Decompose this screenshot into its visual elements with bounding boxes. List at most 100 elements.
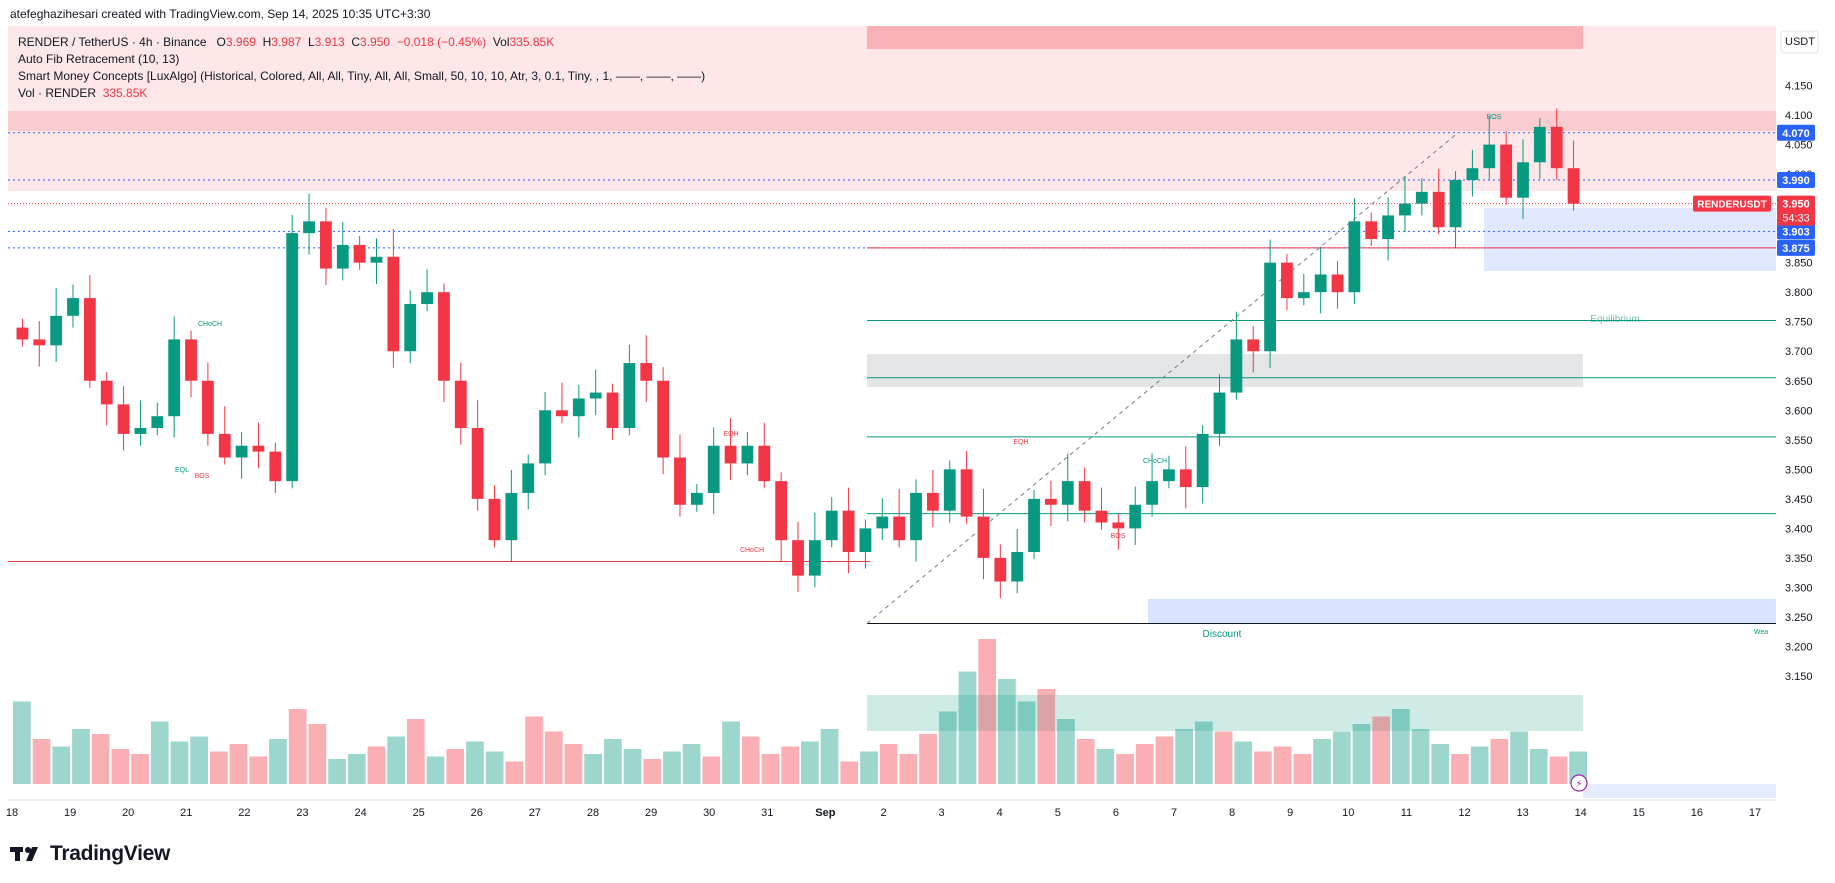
candle <box>522 463 535 493</box>
annotation-label: BOS <box>195 473 210 480</box>
x-tick-label: 14 <box>1575 807 1587 819</box>
legend-vol-name: Vol · RENDER <box>18 86 97 100</box>
volume-bar <box>899 754 918 784</box>
annotation-label: EQH <box>723 431 738 438</box>
x-tick-label: 22 <box>238 807 250 819</box>
volume-bar <box>958 671 977 784</box>
candle <box>117 404 130 434</box>
candle <box>825 510 838 541</box>
fib-trend-line <box>866 132 1459 624</box>
volume-bar <box>1332 731 1351 784</box>
legend-indicator-vol[interactable]: Vol · RENDER 335.85K <box>18 85 705 102</box>
legend-indicator-smc[interactable]: Smart Money Concepts [LuxAlgo] (Historic… <box>18 69 706 83</box>
volume-bar <box>485 751 504 784</box>
candle <box>690 492 703 505</box>
annotation-label: CHoCH <box>1143 458 1167 465</box>
candle <box>977 516 990 558</box>
price-chart[interactable]: CHoCH EQL BOS EQH CHoCH EQH BOS CHoCH BOS Equilib… <box>0 26 1835 826</box>
volume-bar <box>269 739 287 784</box>
volume-bar <box>702 756 721 784</box>
volume-bar <box>722 721 740 784</box>
candle <box>1264 262 1276 352</box>
currency-box[interactable] <box>1780 30 1819 54</box>
price-tag[interactable] <box>1777 223 1815 240</box>
candle <box>792 540 804 576</box>
chart-credit: atefeghazihesari created with TradingVie… <box>10 7 431 21</box>
candle <box>1163 469 1175 482</box>
candle <box>320 221 332 269</box>
annotation-label: Equilibrium <box>1590 314 1639 325</box>
annotation-label: BOS <box>1487 114 1502 121</box>
footer: TradingView <box>10 838 170 870</box>
lightning-icon[interactable] <box>1570 774 1588 792</box>
premium-zone <box>8 26 1776 191</box>
x-tick-label: 5 <box>1055 807 1061 819</box>
candle <box>1297 292 1310 299</box>
legend-symbol[interactable]: RENDER / TetherUS · 4h · Binance <box>18 35 207 49</box>
x-tick-label: 11 <box>1401 807 1412 819</box>
candle <box>421 292 433 304</box>
candle <box>134 428 147 434</box>
y-tick-label: 3.750 <box>1785 317 1813 329</box>
volume-bar <box>426 756 445 784</box>
volume-bar <box>229 744 248 784</box>
candle <box>505 492 518 541</box>
volume-bar <box>91 734 110 784</box>
x-tick-label: 4 <box>997 807 1003 819</box>
y-tick-label: 3.400 <box>1785 523 1813 535</box>
chart-area[interactable]: CHoCH EQL BOS EQH CHoCH EQH BOS CHoCH BOS Equilib… <box>0 26 1835 826</box>
candle <box>151 416 164 428</box>
candle <box>640 363 653 381</box>
candle <box>1466 168 1479 180</box>
candle <box>1432 191 1445 228</box>
candle <box>775 481 788 541</box>
volume-bar <box>1451 754 1469 784</box>
volume-bar <box>170 741 189 784</box>
equilibrium-zone <box>867 354 1583 387</box>
volume-bar <box>840 761 859 784</box>
price-axis-bg <box>1776 26 1835 826</box>
legend-indicator-fib[interactable]: Auto Fib Retracement (10, 13) <box>18 52 180 66</box>
candle <box>218 433 231 458</box>
candle <box>438 292 450 381</box>
candle <box>387 256 400 352</box>
discount-zone <box>867 695 1583 731</box>
candle <box>353 244 366 263</box>
lightning-glyph-icon: ⚡ <box>1575 779 1582 790</box>
annotation-label: Wea <box>1754 629 1768 636</box>
x-tick-label: 16 <box>1691 807 1703 819</box>
price-tag[interactable] <box>1777 172 1815 188</box>
price-tag-label: 3.903 <box>1782 226 1810 238</box>
x-tick-label: 18 <box>6 807 18 819</box>
tradingview-logo[interactable]: TradingView <box>10 842 170 866</box>
order-block-blue-top <box>1484 208 1776 271</box>
candle <box>1348 221 1361 293</box>
candle <box>623 363 636 428</box>
candle <box>1179 469 1192 488</box>
annotation-label: CHoCH <box>198 321 222 328</box>
volume-bar <box>249 756 268 784</box>
volume-bar <box>446 749 465 784</box>
price-tag[interactable] <box>1777 239 1815 256</box>
x-tick-label: 2 <box>880 807 886 819</box>
candle <box>1112 522 1125 529</box>
currency-label[interactable]: USDT <box>1785 36 1815 48</box>
x-tick-label: 6 <box>1113 807 1119 819</box>
candle <box>1230 339 1243 393</box>
volume-bar <box>1037 689 1056 784</box>
volume-bar <box>1155 736 1174 784</box>
volume-bar <box>1411 729 1430 784</box>
candle <box>572 398 585 417</box>
volume-bar <box>623 749 642 784</box>
x-tick-label: Sep <box>815 807 835 819</box>
candle <box>1415 191 1428 204</box>
symbol-tag[interactable] <box>1693 195 1771 212</box>
candle <box>994 557 1007 582</box>
candle <box>1213 392 1226 434</box>
x-tick-label: 26 <box>471 807 483 819</box>
current-price-tag[interactable] <box>1777 195 1815 226</box>
order-block-blue-low <box>1583 784 1776 798</box>
x-tick-label: 29 <box>645 807 657 819</box>
price-tag[interactable] <box>1777 124 1815 141</box>
candle <box>1500 144 1513 198</box>
